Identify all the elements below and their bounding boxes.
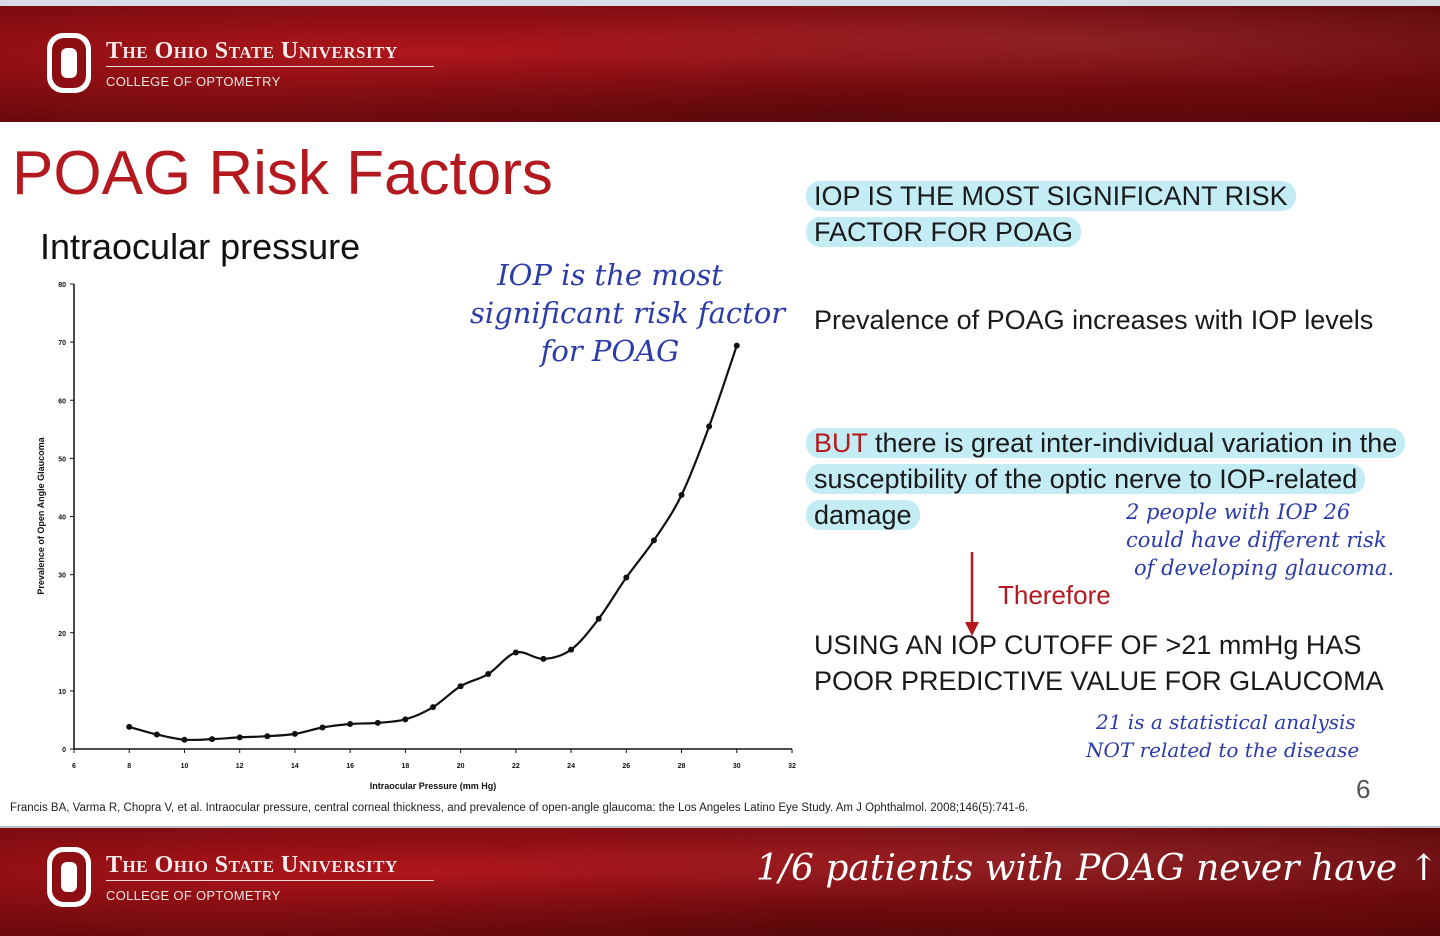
but-lead: BUT [814, 428, 868, 458]
data-point [512, 649, 519, 656]
note-line: for POAG [540, 334, 680, 368]
note-line: IOP is the most [497, 258, 723, 292]
data-point [540, 655, 547, 662]
note-line: could have different risk [1126, 528, 1387, 552]
x-tick-label: 14 [291, 763, 299, 770]
note-line: significant risk factor [470, 296, 786, 330]
data-point [264, 733, 271, 740]
y-tick-label: 10 [58, 689, 66, 696]
iop-prevalence-chart: 0 10 20 30 40 50 60 70 80 6 8 10 12 14 16 18 20 22 24 26 28… [36, 282, 796, 791]
handwritten-note-chart: IOP is the most significant risk factor … [470, 256, 786, 370]
logo-divider [106, 66, 434, 67]
osu-logo: The Ohio State University COLLEGE OF OPT… [46, 846, 446, 916]
bullet-prevalence: Prevalence of POAG increases with IOP le… [814, 305, 1374, 335]
data-point [126, 723, 133, 730]
y-tick-label: 20 [58, 631, 66, 638]
bullet-iop-significant: IOP IS THE MOST SIGNIFICANT RISK FACTOR … [806, 178, 1374, 250]
x-tick-label: 26 [622, 763, 630, 770]
highlighted-text: IOP IS THE MOST SIGNIFICANT RISK FACTOR … [806, 181, 1296, 247]
data-point [678, 491, 685, 498]
data-point [181, 736, 188, 743]
x-axis-label: Intraocular Pressure (mm Hg) [370, 781, 497, 791]
y-tick-label: 50 [58, 456, 66, 463]
note-line: of developing glaucoma. [1134, 556, 1395, 580]
data-point [347, 721, 354, 728]
citation: Francis BA, Varma R, Chopra V, et al. In… [10, 802, 1029, 814]
x-tick-label: 32 [788, 763, 796, 770]
slide-number: 6 [1356, 774, 1371, 804]
bullet-variation: BUT there is great inter-individual vari… [806, 425, 1426, 533]
series-line [128, 345, 738, 742]
data-point [457, 683, 464, 690]
x-tick-label: 16 [346, 763, 354, 770]
osu-logo: The Ohio State University COLLEGE OF OPT… [46, 32, 446, 102]
data-point [733, 342, 740, 349]
note-line: 2 people with IOP 26 [1126, 500, 1351, 524]
y-tick-label: 40 [58, 515, 66, 522]
x-tick-labels: 6 8 10 12 14 16 18 20 22 24 26 28 30 32 [72, 749, 796, 770]
data-point [236, 734, 243, 741]
data-point [706, 423, 713, 430]
therefore-arrow-icon [965, 552, 979, 636]
y-tick-labels: 0 10 20 30 40 50 60 70 80 [58, 282, 74, 754]
x-tick-label: 10 [181, 763, 189, 770]
x-tick-label: 6 [72, 763, 76, 770]
series-points [126, 342, 740, 743]
note-line: 21 is a statistical analysis [1096, 710, 1356, 734]
data-point [374, 719, 381, 726]
block-o-icon [47, 847, 91, 907]
y-tick-label: 30 [58, 573, 66, 580]
x-tick-label: 18 [401, 763, 409, 770]
x-tick-label: 24 [567, 763, 575, 770]
x-tick-label: 30 [733, 763, 741, 770]
data-point [402, 716, 409, 723]
slide-title: POAG Risk Factors [12, 139, 553, 208]
data-point [209, 736, 216, 743]
footer-band: The Ohio State University COLLEGE OF OPT… [0, 826, 1440, 936]
data-point [430, 704, 436, 711]
handwritten-note-variation: 2 people with IOP 26 could have differen… [1126, 498, 1394, 582]
y-tick-label: 70 [58, 340, 66, 347]
x-tick-label: 28 [678, 763, 686, 770]
data-point [153, 731, 160, 738]
y-tick-label: 0 [62, 747, 66, 754]
y-tick-label: 80 [58, 282, 66, 289]
data-point [319, 724, 326, 731]
university-name: The Ohio State University [106, 38, 398, 64]
x-tick-label: 8 [127, 763, 131, 770]
college-name: COLLEGE OF OPTOMETRY [106, 888, 281, 903]
logo-divider [106, 880, 434, 881]
handwritten-note-cutoff: 21 is a statistical analysis NOT related… [1086, 708, 1359, 764]
y-tick-label: 60 [58, 398, 66, 405]
data-point [650, 537, 657, 544]
x-tick-label: 22 [512, 763, 520, 770]
note-line: NOT related to the disease [1086, 738, 1360, 762]
data-point [291, 730, 298, 737]
data-point [595, 615, 602, 622]
university-name: The Ohio State University [106, 852, 398, 878]
data-point [623, 574, 630, 581]
data-point [485, 671, 492, 678]
slide-subtitle: Intraocular pressure [40, 226, 361, 267]
x-tick-label: 12 [236, 763, 244, 770]
block-o-icon [47, 33, 91, 93]
data-point [568, 646, 575, 653]
x-tick-label: 20 [457, 763, 465, 770]
college-name: COLLEGE OF OPTOMETRY [106, 74, 281, 89]
variation-text: there is great inter-individual variatio… [814, 428, 1398, 530]
bullet-cutoff: USING AN IOP CUTOFF OF >21 mmHg HAS POOR… [814, 630, 1384, 696]
header-band: The Ohio State University COLLEGE OF OPT… [0, 0, 1440, 122]
therefore-label: Therefore [998, 580, 1111, 610]
handwritten-note-footer: 1/6 patients with POAG never have ↑ IOP [756, 848, 1440, 889]
y-axis-label: Prevalence of Open Angle Glaucoma [36, 436, 46, 594]
